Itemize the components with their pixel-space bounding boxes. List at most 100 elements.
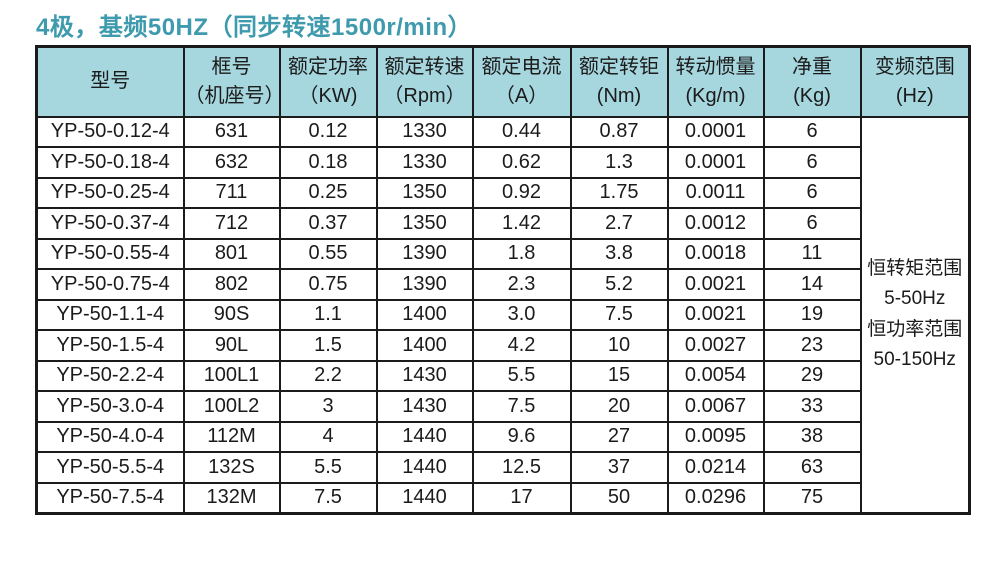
table-cell: 37 — [569, 451, 669, 484]
table-row: YP-50-0.12-4 631 0.12 1330 0.44 0.87 0.0001 6 恒转… — [35, 115, 971, 514]
table-cell: 15 — [569, 359, 669, 392]
table-cell: 1390 — [375, 237, 474, 270]
header-line: 额定功率 — [288, 55, 368, 78]
header-line: 框号 — [211, 55, 252, 78]
header-frame: 框号 （机座号） — [182, 45, 281, 118]
table-cell: 2.3 — [471, 268, 572, 301]
table-cell: 10 — [569, 329, 669, 362]
table-cell: 0.0001 — [666, 115, 765, 148]
table-cell: 19 — [762, 298, 862, 331]
table-cell: YP-50-2.2-4 — [35, 359, 185, 392]
table-cell: 0.87 — [569, 115, 669, 148]
header-line: (Kg/m) — [685, 84, 746, 107]
table-row: YP-50-0.18-4 632 0.18 1330 0.62 1.3 0.0001 6 — [35, 146, 970, 179]
table-cell: 0.62 — [471, 146, 572, 179]
table-cell: 1430 — [375, 390, 474, 423]
table-cell: 14 — [762, 268, 862, 301]
table-cell: 0.0027 — [666, 329, 765, 362]
table-cell: 0.0012 — [666, 207, 765, 240]
table-row: YP-50-4.0-4 112M 4 1440 9.6 27 0.0095 38 — [35, 420, 970, 453]
header-rated-current: 额定电流 （A） — [471, 45, 572, 118]
table-cell: 100L1 — [182, 359, 281, 392]
header-line: 变频范围 — [874, 55, 955, 78]
table-cell: YP-50-4.0-4 — [35, 420, 185, 453]
table-cell: 0.0011 — [666, 176, 765, 209]
table-cell: YP-50-5.5-4 — [35, 451, 185, 484]
table-row: YP-50-3.0-4 100L2 3 1430 7.5 20 0.0067 33 — [35, 390, 970, 423]
header-line: （Rpm） — [383, 84, 466, 107]
table-cell: 9.6 — [471, 420, 572, 453]
table-cell: 2.2 — [278, 359, 378, 392]
header-line: 额定电流 — [481, 55, 562, 78]
table-cell: 0.0021 — [666, 268, 765, 301]
table-cell: 1.1 — [278, 298, 378, 331]
table-cell: 6 — [762, 146, 862, 179]
table-cell: 63 — [762, 451, 862, 484]
table-cell: 1.3 — [569, 146, 669, 179]
table-cell: 1400 — [375, 329, 474, 362]
table-cell: 5.5 — [471, 359, 572, 392]
table-cell: YP-50-7.5-4 — [35, 481, 185, 514]
table-cell: 712 — [182, 207, 281, 240]
table-cell: 90S — [182, 298, 281, 331]
table-cell: YP-50-0.55-4 — [35, 237, 185, 270]
table-cell: 0.25 — [278, 176, 378, 209]
table-cell: 1350 — [375, 176, 474, 209]
table-row: YP-50-1.5-4 90L 1.5 1400 4.2 10 0.0027 23 — [35, 329, 970, 362]
table-cell: 75 — [762, 481, 862, 514]
table-cell: 1440 — [375, 420, 474, 453]
table-cell: 0.12 — [278, 115, 378, 148]
table-cell: 1330 — [375, 146, 474, 179]
table-cell: 11 — [762, 237, 862, 270]
table-row: YP-50-0.75-4 802 0.75 1390 2.3 5.2 0.0021 14 — [35, 268, 970, 301]
table-cell: 5.2 — [569, 268, 669, 301]
table-cell: 50 — [569, 481, 669, 514]
table-cell: 631 — [182, 115, 281, 148]
table-row: YP-50-7.5-4 132M 7.5 1440 17 50 0.0296 75 — [35, 481, 970, 514]
table-cell: 801 — [182, 237, 281, 270]
table-cell: 27 — [569, 420, 669, 453]
table-cell: 33 — [762, 390, 862, 423]
table-cell: 802 — [182, 268, 281, 301]
header-row: 型号 框号 （机座号） 额定功率 （KW) 额定转速 （Rpm） 额定电流 — [35, 45, 971, 118]
table-cell: 1440 — [375, 481, 474, 514]
table-cell: 0.18 — [278, 146, 378, 179]
table-cell: YP-50-0.25-4 — [35, 176, 185, 209]
table-row: YP-50-0.55-4 801 0.55 1390 1.8 3.8 0.0018 11 — [35, 237, 970, 270]
table-cell: 0.0067 — [666, 390, 765, 423]
table-cell: 3.0 — [471, 298, 572, 331]
table-cell: 112M — [182, 420, 281, 453]
table-header: 型号 框号 （机座号） 额定功率 （KW) 额定转速 （Rpm） 额定电流 — [35, 45, 971, 118]
table-cell: 4 — [278, 420, 378, 453]
table-cell: 0.0018 — [666, 237, 765, 270]
table-cell: 0.75 — [278, 268, 378, 301]
table-cell: YP-50-0.75-4 — [35, 268, 185, 301]
table-cell: YP-50-0.37-4 — [35, 207, 185, 240]
table-cell: 0.37 — [278, 207, 378, 240]
table-row: YP-50-2.2-4 100L1 2.2 1430 5.5 15 0.0054 29 — [35, 359, 970, 392]
header-line: （KW) — [298, 84, 358, 107]
table-cell: YP-50-1.5-4 — [35, 329, 185, 362]
table-cell: 12.5 — [471, 451, 572, 484]
header-line: 额定转速 — [384, 55, 465, 78]
table-cell: 6 — [762, 115, 862, 148]
note-line: 恒转矩范围 — [867, 257, 963, 279]
table-cell: 0.0021 — [666, 298, 765, 331]
table-body: YP-50-0.12-4 631 0.12 1330 0.44 0.87 0.0001 6 恒转… — [35, 115, 971, 514]
motor-spec-table: 型号 框号 （机座号） 额定功率 （KW) 额定转速 （Rpm） 额定电流 — [35, 45, 971, 515]
header-rated-torque: 额定转钜 (Nm) — [569, 45, 669, 118]
table-row: YP-50-5.5-4 132S 5.5 1440 12.5 37 0.0214 63 — [35, 451, 970, 484]
header-line: 净重 — [792, 55, 832, 78]
header-line: 转动惯量 — [675, 55, 756, 78]
header-line: (Hz) — [895, 84, 934, 107]
table-cell: 20 — [569, 390, 669, 423]
table-row: YP-50-0.37-4 712 0.37 1350 1.42 2.7 0.0012 6 — [35, 207, 970, 240]
table-cell: 0.0001 — [666, 146, 765, 179]
header-rated-speed: 额定转速 （Rpm） — [375, 45, 474, 118]
header-frequency-range: 变频范围 (Hz) — [859, 45, 971, 118]
table-cell: 3.8 — [569, 237, 669, 270]
table-cell: 7.5 — [278, 481, 378, 514]
frequency-range-note: 恒转矩范围 5-50Hz 恒功率范围 50-150Hz — [859, 115, 971, 514]
header-line: (Kg) — [793, 84, 831, 107]
